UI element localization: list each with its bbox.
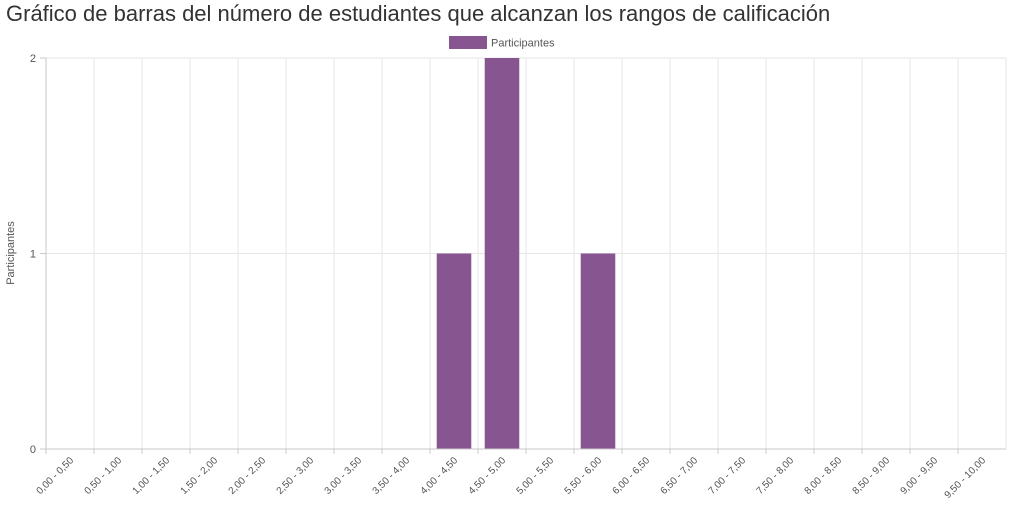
x-tick-label: 2,00 - 2,50 (227, 455, 269, 497)
x-tick-label: 8,50 - 9,00 (851, 455, 893, 497)
legend-label-participantes: Participantes (491, 38, 555, 50)
y-tick-label: 1 (30, 249, 36, 261)
x-tick-label: 6,00 - 6,50 (611, 455, 653, 497)
x-tick-label: 5,50 - 6,00 (563, 455, 605, 497)
bars (436, 58, 616, 450)
y-axis-title: Participantes (5, 221, 17, 285)
x-tick-label: 3,50 - 4,00 (371, 455, 413, 497)
chart-legend[interactable]: Participantes (449, 36, 555, 50)
x-tick-label: 4,50 - 5,00 (467, 455, 509, 497)
y-tick-label: 2 (30, 53, 36, 65)
bar[interactable] (580, 253, 616, 450)
bar[interactable] (484, 58, 520, 449)
x-tick-label: 1,50 - 2,00 (179, 455, 221, 497)
x-tick-label: 6,50 - 7,00 (659, 455, 701, 497)
x-tick-label: 5,00 - 5,50 (515, 455, 557, 497)
x-tick-label: 7,00 - 7,50 (707, 455, 749, 497)
x-tick-label: 7,50 - 8,00 (755, 455, 797, 497)
chart-title: Gráfico de barras del número de estudian… (6, 1, 831, 26)
grid-lines (46, 57, 1007, 450)
x-tick-labels: 0,00 - 0,50 0,50 - 1,00 1,00 - 1,50 1,50 - … (35, 455, 989, 501)
y-tick-label: 0 (30, 444, 36, 456)
legend-swatch (449, 36, 487, 49)
bar[interactable] (436, 253, 472, 450)
x-tick-label: 0,50 - 1,00 (83, 455, 125, 497)
x-tick-label: 8,00 - 8,50 (803, 455, 845, 497)
x-tick-label: 3,00 - 3,50 (323, 455, 365, 497)
x-tick-label: 2,50 - 3,00 (275, 455, 317, 497)
x-tick-label: 0,00 - 0,50 (35, 455, 77, 497)
x-tick-label: 9,00 - 9,50 (899, 455, 941, 497)
y-tick-labels: 0 1 2 (30, 53, 36, 456)
x-tick-label: 4,00 - 4,50 (419, 455, 461, 497)
x-tick-label: 9,50 - 10,00 (943, 455, 989, 501)
x-tick-label: 1,00 - 1,50 (131, 455, 173, 497)
axes (40, 57, 1006, 454)
